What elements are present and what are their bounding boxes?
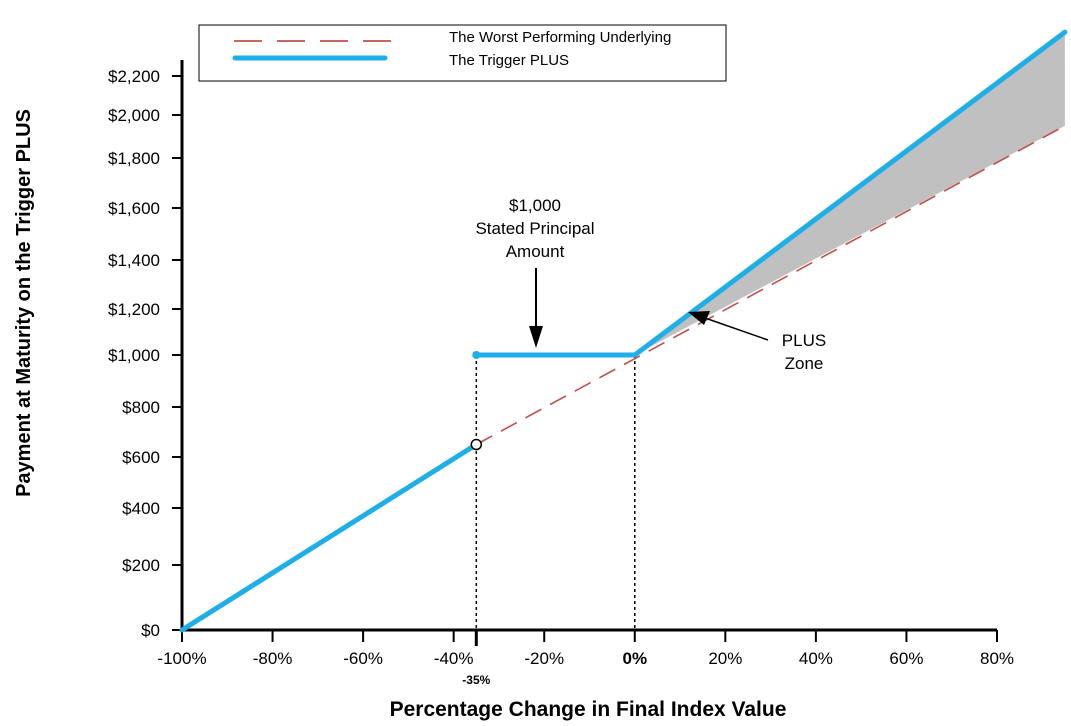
principal-annotation-line: $1,000 — [509, 196, 561, 215]
x-tick-label: 20% — [708, 649, 742, 668]
x-axis-title: Percentage Change in Final Index Value — [390, 698, 787, 721]
y-tick-label: $1,000 — [108, 346, 160, 365]
plus-zone-arrow-shaft — [704, 317, 769, 341]
legend-label-trigger: The Trigger PLUS — [449, 52, 569, 69]
y-tick-label: $1,200 — [108, 300, 160, 319]
y-axis-title: Payment at Maturity on the Trigger PLUS — [13, 109, 35, 497]
principal-annotation-line: Amount — [506, 242, 565, 261]
plus-zone-arrow-head — [688, 311, 710, 325]
y-tick-label: $0 — [141, 621, 160, 640]
legend-box — [198, 24, 727, 82]
y-tick-label: $1,600 — [108, 199, 160, 218]
x-tick-label: -80% — [253, 649, 293, 668]
x-tick-label: 40% — [799, 649, 833, 668]
underlying-series-line — [475, 125, 1066, 446]
y-tick-label: $2,200 — [108, 67, 160, 86]
x-tick-label: 0% — [622, 649, 647, 668]
y-tick-label: $600 — [122, 448, 160, 467]
trigger-plus-point-open — [470, 438, 483, 451]
principal-arrow-head — [529, 326, 543, 348]
plus-zone-annotation-line: Zone — [785, 354, 824, 373]
y-tick-label: $1,400 — [108, 251, 160, 270]
y-tick-label: $2,000 — [108, 106, 160, 125]
trigger-plus-segment-2 — [632, 29, 1068, 358]
legend-label-underlying: The Worst Performing Underlying — [449, 29, 671, 46]
x-tick-label: -20% — [524, 649, 564, 668]
plus-zone-annotation-line: PLUS — [782, 331, 826, 350]
y-tick-label: $400 — [122, 499, 160, 518]
y-tick-label: $1,800 — [108, 149, 160, 168]
y-tick-label: $800 — [122, 398, 160, 417]
x-tick-label: -60% — [343, 649, 383, 668]
principal-annotation-line: Stated Principal — [475, 219, 594, 238]
x-tick-label: -40% — [434, 649, 474, 668]
trigger-plus-segment-0 — [179, 442, 479, 633]
x-tick-label: -100% — [157, 649, 206, 668]
trigger-tick-label: -35% — [462, 673, 490, 687]
trigger-plus-point-closed — [472, 351, 481, 359]
y-tick-label: $200 — [122, 556, 160, 575]
x-tick-label: 60% — [889, 649, 923, 668]
x-tick-label: 80% — [980, 649, 1014, 668]
